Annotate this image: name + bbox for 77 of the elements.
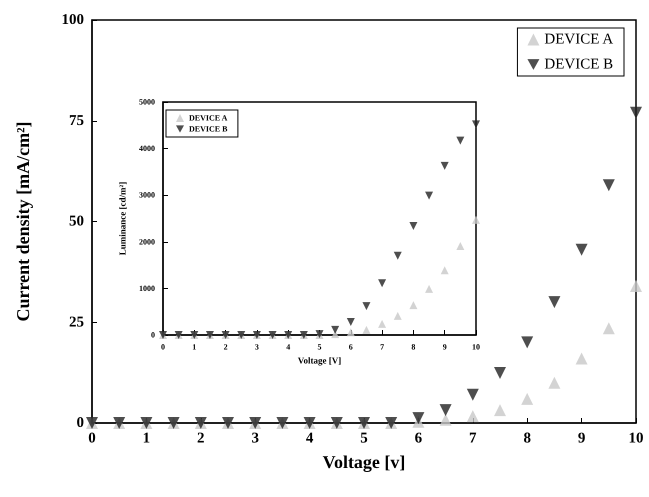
x-tick-label: 2 [197, 430, 205, 446]
x-axis-title: Voltage [v] [322, 452, 406, 472]
point [472, 120, 480, 128]
y-tick-label: 4000 [139, 144, 155, 154]
point [394, 312, 402, 320]
x-tick-label: 4 [306, 430, 314, 446]
point [346, 328, 355, 336]
x-tick-label: 9 [578, 430, 586, 446]
point [494, 367, 506, 380]
x-tick-label: 6 [348, 342, 353, 352]
x-tick-label: 3 [251, 430, 259, 446]
x-tick-label: 6 [414, 430, 423, 446]
point [576, 352, 588, 365]
x-tick-label: 8 [523, 430, 531, 446]
x-tick-label: 7 [380, 342, 384, 352]
point [630, 106, 642, 119]
legend-label: DEVICE A [544, 32, 614, 48]
point [362, 326, 370, 334]
point [440, 162, 449, 170]
point [602, 179, 615, 192]
x-tick-label: 5 [360, 430, 368, 446]
point [362, 302, 370, 310]
y-tick-label: 0 [151, 330, 155, 340]
y-tick-label: 25 [69, 314, 84, 330]
y-tick-label: 100 [62, 12, 84, 28]
point [440, 414, 452, 426]
x-tick-label: 0 [88, 430, 96, 446]
point [425, 284, 434, 293]
y-tick-label: 5000 [139, 98, 155, 106]
point [378, 279, 386, 288]
x-tick-label: 5 [318, 342, 322, 352]
y-tick-label: 0 [76, 415, 84, 431]
point [412, 412, 424, 424]
x-axis-title: Voltage [V] [298, 355, 342, 366]
y-tick-label: 1000 [139, 284, 155, 293]
y-tick-label: 2000 [139, 237, 155, 246]
y-tick-label: 75 [69, 112, 84, 129]
point [494, 404, 506, 416]
y-tick-label: 3000 [139, 190, 155, 200]
x-tick-label: 1 [192, 342, 196, 352]
x-tick-label: 3 [254, 342, 259, 352]
y-axis-title: Luminance [cd/m²] [118, 182, 128, 256]
y-tick-label: 50 [69, 214, 84, 230]
x-tick-label: 8 [411, 342, 416, 352]
x-tick-label: 4 [286, 342, 290, 352]
point [602, 322, 615, 334]
point [346, 318, 355, 326]
x-tick-label: 10 [628, 430, 644, 446]
point [409, 222, 418, 230]
point [548, 296, 560, 308]
point [466, 388, 479, 401]
point [466, 410, 479, 422]
legend-label: DEVICE A [189, 114, 228, 122]
point [521, 336, 534, 348]
point [521, 392, 534, 405]
point [576, 244, 588, 256]
x-tick-label: 0 [161, 342, 165, 352]
x-tick-label: 2 [224, 342, 228, 352]
point [331, 326, 340, 334]
point [456, 136, 464, 145]
x-tick-label: 10 [472, 342, 480, 352]
legend-label: DEVICE B [189, 124, 228, 134]
point [456, 242, 464, 250]
point [409, 301, 418, 310]
point [440, 266, 449, 274]
point [394, 252, 402, 260]
point [630, 280, 642, 292]
point [440, 404, 452, 416]
x-tick-label: 9 [442, 342, 447, 352]
point [472, 216, 480, 224]
y-axis-title: Current density [mA/cm²] [13, 121, 33, 322]
x-tick-label: 1 [142, 430, 150, 446]
x-tick-label: 7 [469, 430, 478, 446]
legend-label: DEVICE B [544, 56, 614, 72]
point [378, 320, 386, 328]
point [425, 192, 434, 200]
point [548, 376, 560, 389]
